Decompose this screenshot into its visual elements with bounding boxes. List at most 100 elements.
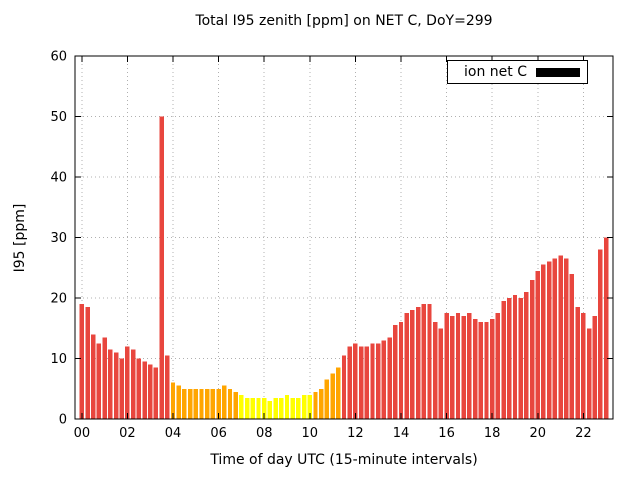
bar	[85, 307, 90, 419]
bar	[512, 294, 518, 419]
bar	[569, 273, 575, 419]
bar	[108, 349, 113, 419]
x-tick-label: 12	[347, 426, 364, 441]
bar	[301, 394, 307, 419]
bar	[267, 400, 273, 419]
bar	[336, 367, 341, 419]
x-tick-label: 10	[302, 426, 319, 441]
bar	[324, 379, 330, 419]
bar	[421, 304, 427, 419]
bar	[193, 388, 199, 419]
bar	[364, 346, 370, 419]
bar	[130, 349, 136, 419]
bar	[91, 334, 96, 419]
bar	[484, 322, 489, 419]
bar	[427, 304, 432, 419]
bar	[296, 397, 301, 419]
legend: ion net C	[447, 60, 588, 84]
bar	[592, 316, 597, 419]
bar	[96, 343, 102, 419]
bar	[182, 388, 187, 419]
y-tick-label: 50	[50, 110, 67, 125]
bar	[119, 358, 124, 419]
bar	[290, 397, 295, 419]
bar	[142, 361, 147, 419]
bar	[603, 237, 609, 419]
bar	[358, 346, 364, 419]
x-tick-label: 00	[74, 426, 91, 441]
bar	[444, 313, 449, 419]
bar	[347, 346, 352, 419]
bar	[524, 291, 529, 419]
bar	[170, 382, 176, 419]
bar	[393, 325, 398, 419]
bar	[518, 298, 523, 419]
bar	[222, 385, 227, 419]
bar	[398, 322, 404, 419]
y-tick-label: 40	[50, 171, 67, 186]
x-tick-label: 18	[484, 426, 501, 441]
bar	[438, 328, 444, 419]
bar	[375, 343, 381, 419]
bar	[199, 388, 204, 419]
bar	[404, 313, 409, 419]
bar	[307, 394, 313, 419]
bar	[79, 304, 85, 419]
bar	[353, 343, 358, 419]
y-tick-label: 20	[50, 292, 67, 307]
x-tick-label: 14	[393, 426, 410, 441]
y-tick-label: 10	[50, 352, 67, 367]
x-tick-label: 16	[438, 426, 455, 441]
chart-title: Total I95 zenith [ppm] on NET C, DoY=299	[195, 13, 493, 29]
bar	[410, 310, 415, 419]
bar	[273, 397, 278, 419]
x-tick-label: 06	[210, 426, 227, 441]
bar	[552, 258, 558, 419]
bar	[598, 249, 603, 419]
bar	[216, 388, 221, 419]
bar	[478, 322, 484, 419]
bar	[261, 397, 267, 419]
legend-swatch-icon	[536, 67, 580, 77]
bar	[450, 316, 455, 419]
bar	[165, 355, 170, 419]
x-tick-label: 08	[256, 426, 273, 441]
bar	[461, 316, 466, 419]
bar	[125, 346, 130, 419]
x-tick-label: 02	[119, 426, 136, 441]
bar	[148, 364, 153, 419]
bar	[586, 328, 592, 419]
bar	[564, 258, 569, 419]
bar	[330, 373, 335, 419]
bar	[341, 355, 347, 419]
bar	[455, 313, 461, 419]
bar	[387, 337, 392, 419]
y-tick-label: 0	[59, 413, 67, 428]
legend-label: ion net C	[464, 64, 527, 80]
bar	[102, 337, 107, 419]
bar	[153, 367, 159, 419]
bar	[239, 394, 244, 419]
bar	[284, 394, 290, 419]
bar	[535, 270, 540, 419]
bar	[529, 279, 535, 419]
bar	[250, 397, 256, 419]
bar	[210, 388, 216, 419]
bar	[136, 358, 142, 419]
bar	[187, 388, 193, 419]
bar	[233, 391, 238, 419]
bar	[279, 397, 284, 419]
bar	[227, 388, 233, 419]
bar	[546, 261, 552, 419]
bar	[159, 116, 164, 419]
x-tick-label: 04	[165, 426, 182, 441]
bar	[318, 388, 324, 419]
bar	[415, 307, 421, 419]
bar	[489, 319, 495, 419]
bar	[313, 391, 318, 419]
x-tick-label: 20	[529, 426, 546, 441]
bar	[256, 397, 261, 419]
y-tick-label: 30	[50, 231, 67, 246]
